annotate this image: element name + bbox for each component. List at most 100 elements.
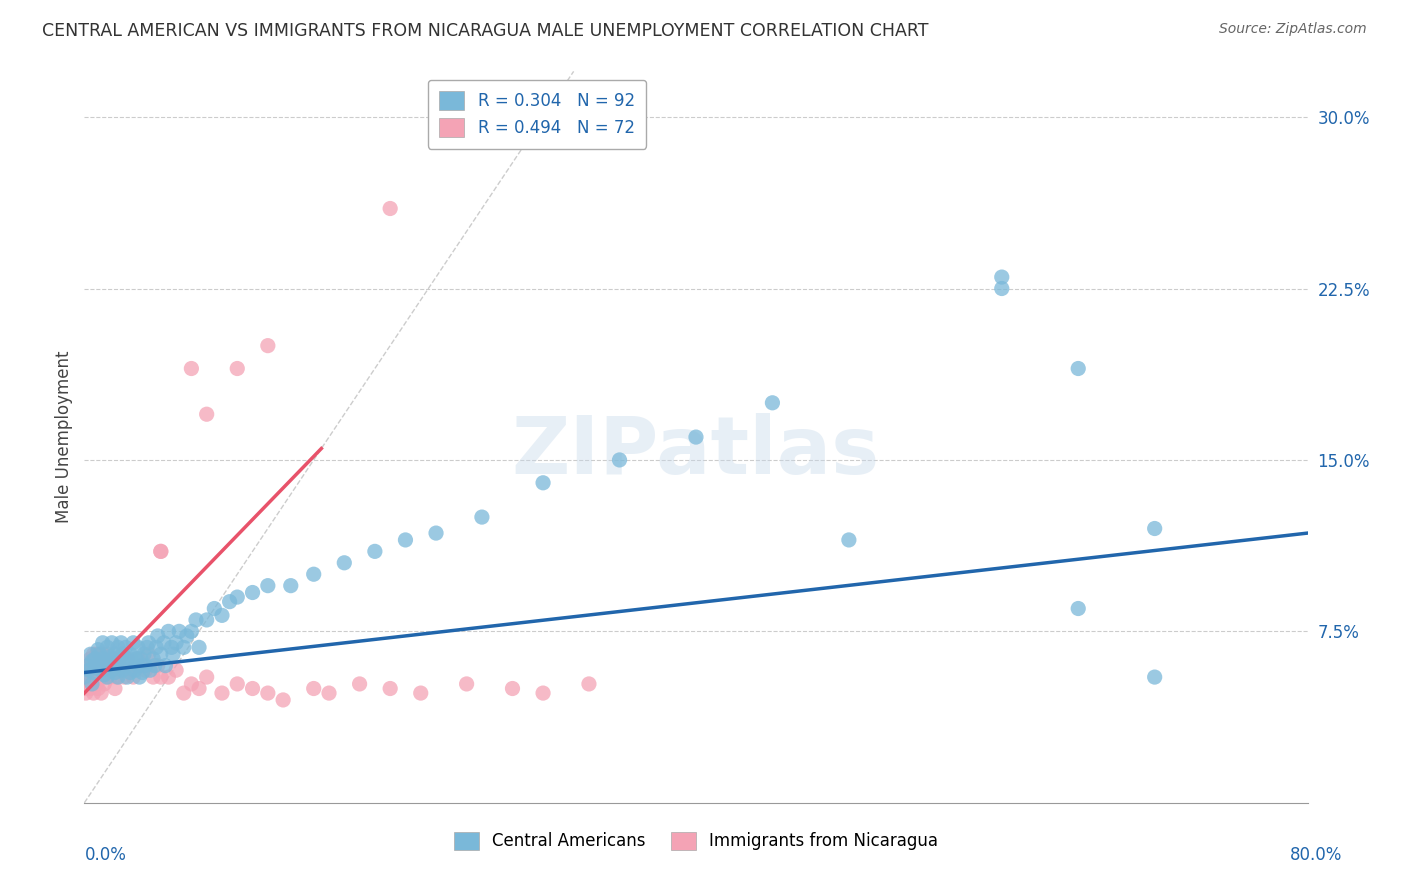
Point [165, 663, 187, 677]
Point [76, 670, 98, 684]
Point [91, 636, 114, 650]
Point [173, 640, 195, 655]
Point [111, 647, 134, 661]
Point [127, 658, 149, 673]
Point [380, 202, 402, 216]
Point [96, 670, 118, 684]
Point [98, 670, 121, 684]
Point [115, 652, 138, 666]
Point [108, 658, 131, 673]
Point [135, 658, 157, 673]
Point [83, 665, 105, 680]
Point [103, 663, 125, 677]
Point [153, 636, 176, 650]
Point [90, 686, 112, 700]
Point [991, 270, 1014, 285]
Point [136, 640, 159, 655]
Point [202, 601, 225, 615]
Point [91, 670, 114, 684]
Point [107, 663, 129, 677]
Point [73, 670, 96, 684]
Point [128, 670, 150, 684]
Point [1067, 601, 1090, 615]
Point [93, 667, 115, 681]
Point [75, 686, 97, 700]
Point [89, 652, 111, 666]
Point [991, 281, 1014, 295]
Point [531, 475, 554, 490]
Point [138, 647, 160, 661]
Point [157, 670, 180, 684]
Point [456, 677, 478, 691]
Point [502, 681, 524, 696]
Point [86, 647, 108, 661]
Point [609, 453, 631, 467]
Point [96, 647, 118, 661]
Point [149, 544, 172, 558]
Point [73, 681, 96, 696]
Point [145, 640, 167, 655]
Point [93, 677, 115, 691]
Point [142, 670, 165, 684]
Text: 0.0%: 0.0% [84, 846, 127, 863]
Point [83, 647, 105, 661]
Point [79, 681, 101, 696]
Point [160, 640, 183, 655]
Point [96, 640, 118, 655]
Point [110, 636, 132, 650]
Point [257, 338, 280, 352]
Point [91, 652, 114, 666]
Point [149, 647, 172, 661]
Point [211, 608, 233, 623]
Point [86, 677, 108, 691]
Point [188, 640, 211, 655]
Point [112, 658, 135, 673]
Point [380, 681, 402, 696]
Point [84, 652, 107, 666]
Point [77, 663, 100, 677]
Point [188, 681, 211, 696]
Point [531, 686, 554, 700]
Point [80, 677, 103, 691]
Point [149, 670, 172, 684]
Point [471, 510, 494, 524]
Point [89, 647, 111, 661]
Point [409, 686, 432, 700]
Point [124, 663, 146, 677]
Point [104, 658, 127, 673]
Point [86, 661, 108, 675]
Point [146, 629, 169, 643]
Text: CENTRAL AMERICAN VS IMMIGRANTS FROM NICARAGUA MALE UNEMPLOYMENT CORRELATION CHAR: CENTRAL AMERICAN VS IMMIGRANTS FROM NICA… [42, 22, 929, 40]
Point [79, 652, 101, 666]
Point [107, 640, 129, 655]
Point [142, 652, 165, 666]
Point [84, 670, 107, 684]
Point [77, 663, 100, 677]
Point [97, 658, 120, 673]
Point [77, 677, 100, 691]
Point [90, 663, 112, 677]
Point [257, 686, 280, 700]
Point [87, 658, 110, 673]
Point [139, 663, 162, 677]
Point [132, 647, 155, 661]
Point [242, 681, 264, 696]
Point [89, 670, 111, 684]
Point [104, 681, 127, 696]
Point [112, 670, 135, 684]
Point [87, 642, 110, 657]
Point [107, 670, 129, 684]
Point [176, 629, 198, 643]
Point [79, 647, 101, 661]
Point [94, 654, 117, 668]
Point [104, 647, 127, 661]
Point [114, 640, 136, 655]
Point [80, 670, 103, 684]
Point [118, 652, 141, 666]
Point [271, 693, 294, 707]
Point [162, 647, 184, 661]
Point [173, 686, 195, 700]
Point [96, 663, 118, 677]
Point [111, 663, 134, 677]
Point [257, 579, 280, 593]
